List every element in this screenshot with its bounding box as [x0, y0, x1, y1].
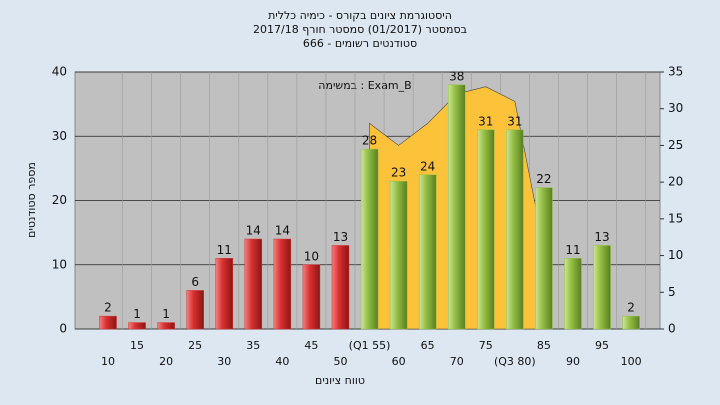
y2-tick-label: 0 [668, 322, 676, 336]
bar [389, 180, 408, 330]
bar [477, 129, 495, 330]
data-label: 23 [391, 166, 406, 180]
bar [593, 245, 611, 330]
y2-tick-label: 5 [668, 285, 676, 299]
bar [360, 148, 379, 330]
bar [99, 315, 117, 330]
bar [302, 264, 321, 330]
x-tick-label: 30 [217, 355, 231, 368]
bar [564, 258, 582, 330]
x-tick-label: 40 [275, 355, 289, 368]
x-tick-label: 95 [595, 339, 609, 352]
y2-tick-label: 10 [668, 248, 683, 262]
bar [186, 290, 204, 330]
x-tick-label: 20 [159, 355, 173, 368]
bar [215, 258, 233, 330]
x-tick-label: 60 [392, 355, 406, 368]
x-tick-label: (Q1 55) [349, 339, 391, 352]
bar [535, 187, 553, 330]
y-axis-label: מספר סטודנטים [25, 162, 38, 238]
x-tick-label: 100 [621, 355, 642, 368]
y2-tick-label: 25 [668, 138, 683, 152]
x-tick-label: 15 [130, 339, 144, 352]
x-tick-label: (Q3 80) [494, 355, 536, 368]
annotation: במשימה : Exam_B [318, 79, 411, 92]
data-label: 11 [565, 243, 580, 257]
y-tick-label: 0 [59, 322, 67, 336]
bar [506, 129, 524, 330]
y2-tick-label: 35 [668, 65, 683, 79]
data-label: 1 [162, 307, 170, 321]
x-tick-label: 10 [101, 355, 115, 368]
bar [331, 245, 350, 330]
bar [418, 174, 437, 330]
data-label: 13 [333, 230, 348, 244]
data-label: 10 [304, 249, 319, 263]
data-label: 31 [478, 114, 493, 128]
x-tick-label: 25 [188, 339, 202, 352]
y-tick-label: 20 [52, 193, 67, 207]
data-label: 13 [594, 230, 609, 244]
x-tick-label: 70 [450, 355, 464, 368]
chart-title: היסטוגרמת ציונים בקורס - כימיה כללית [268, 9, 452, 22]
x-tick-label: 85 [537, 339, 551, 352]
x-tick-label: 45 [304, 339, 318, 352]
x-tick-label: 75 [479, 339, 493, 352]
bar [273, 238, 292, 330]
data-label: 28 [362, 134, 377, 148]
y2-tick-label: 30 [668, 101, 683, 115]
x-axis-label: טווח ציונים [315, 374, 365, 387]
y2-tick-label: 20 [668, 175, 683, 189]
x-tick-label: 90 [566, 355, 580, 368]
data-label: 6 [191, 275, 199, 289]
data-label: 2 [104, 301, 112, 315]
y2-tick-label: 15 [668, 211, 683, 225]
bar [128, 322, 146, 330]
data-label: 24 [420, 159, 435, 173]
chart-subtitle: בסמסטר (01/2017) סמסטר חורף 2017/18 [253, 23, 467, 36]
data-label: 14 [246, 224, 261, 238]
data-label: 31 [507, 114, 522, 128]
bar [157, 322, 175, 330]
data-label: 38 [449, 69, 464, 83]
data-label: 22 [536, 172, 551, 186]
data-label: 14 [275, 224, 290, 238]
chart-subtitle: סטודנטים רשומים - 666 [303, 37, 417, 50]
x-tick-label: 65 [421, 339, 435, 352]
data-label: 1 [133, 307, 141, 321]
data-label: 2 [627, 301, 635, 315]
bar [447, 84, 466, 330]
y-tick-label: 40 [52, 65, 67, 79]
bar [244, 238, 263, 330]
bar [622, 315, 640, 330]
x-tick-label: 35 [246, 339, 260, 352]
y-tick-label: 30 [52, 129, 67, 143]
y-tick-label: 10 [52, 257, 67, 271]
data-label: 11 [217, 243, 232, 257]
x-tick-label: 50 [333, 355, 347, 368]
